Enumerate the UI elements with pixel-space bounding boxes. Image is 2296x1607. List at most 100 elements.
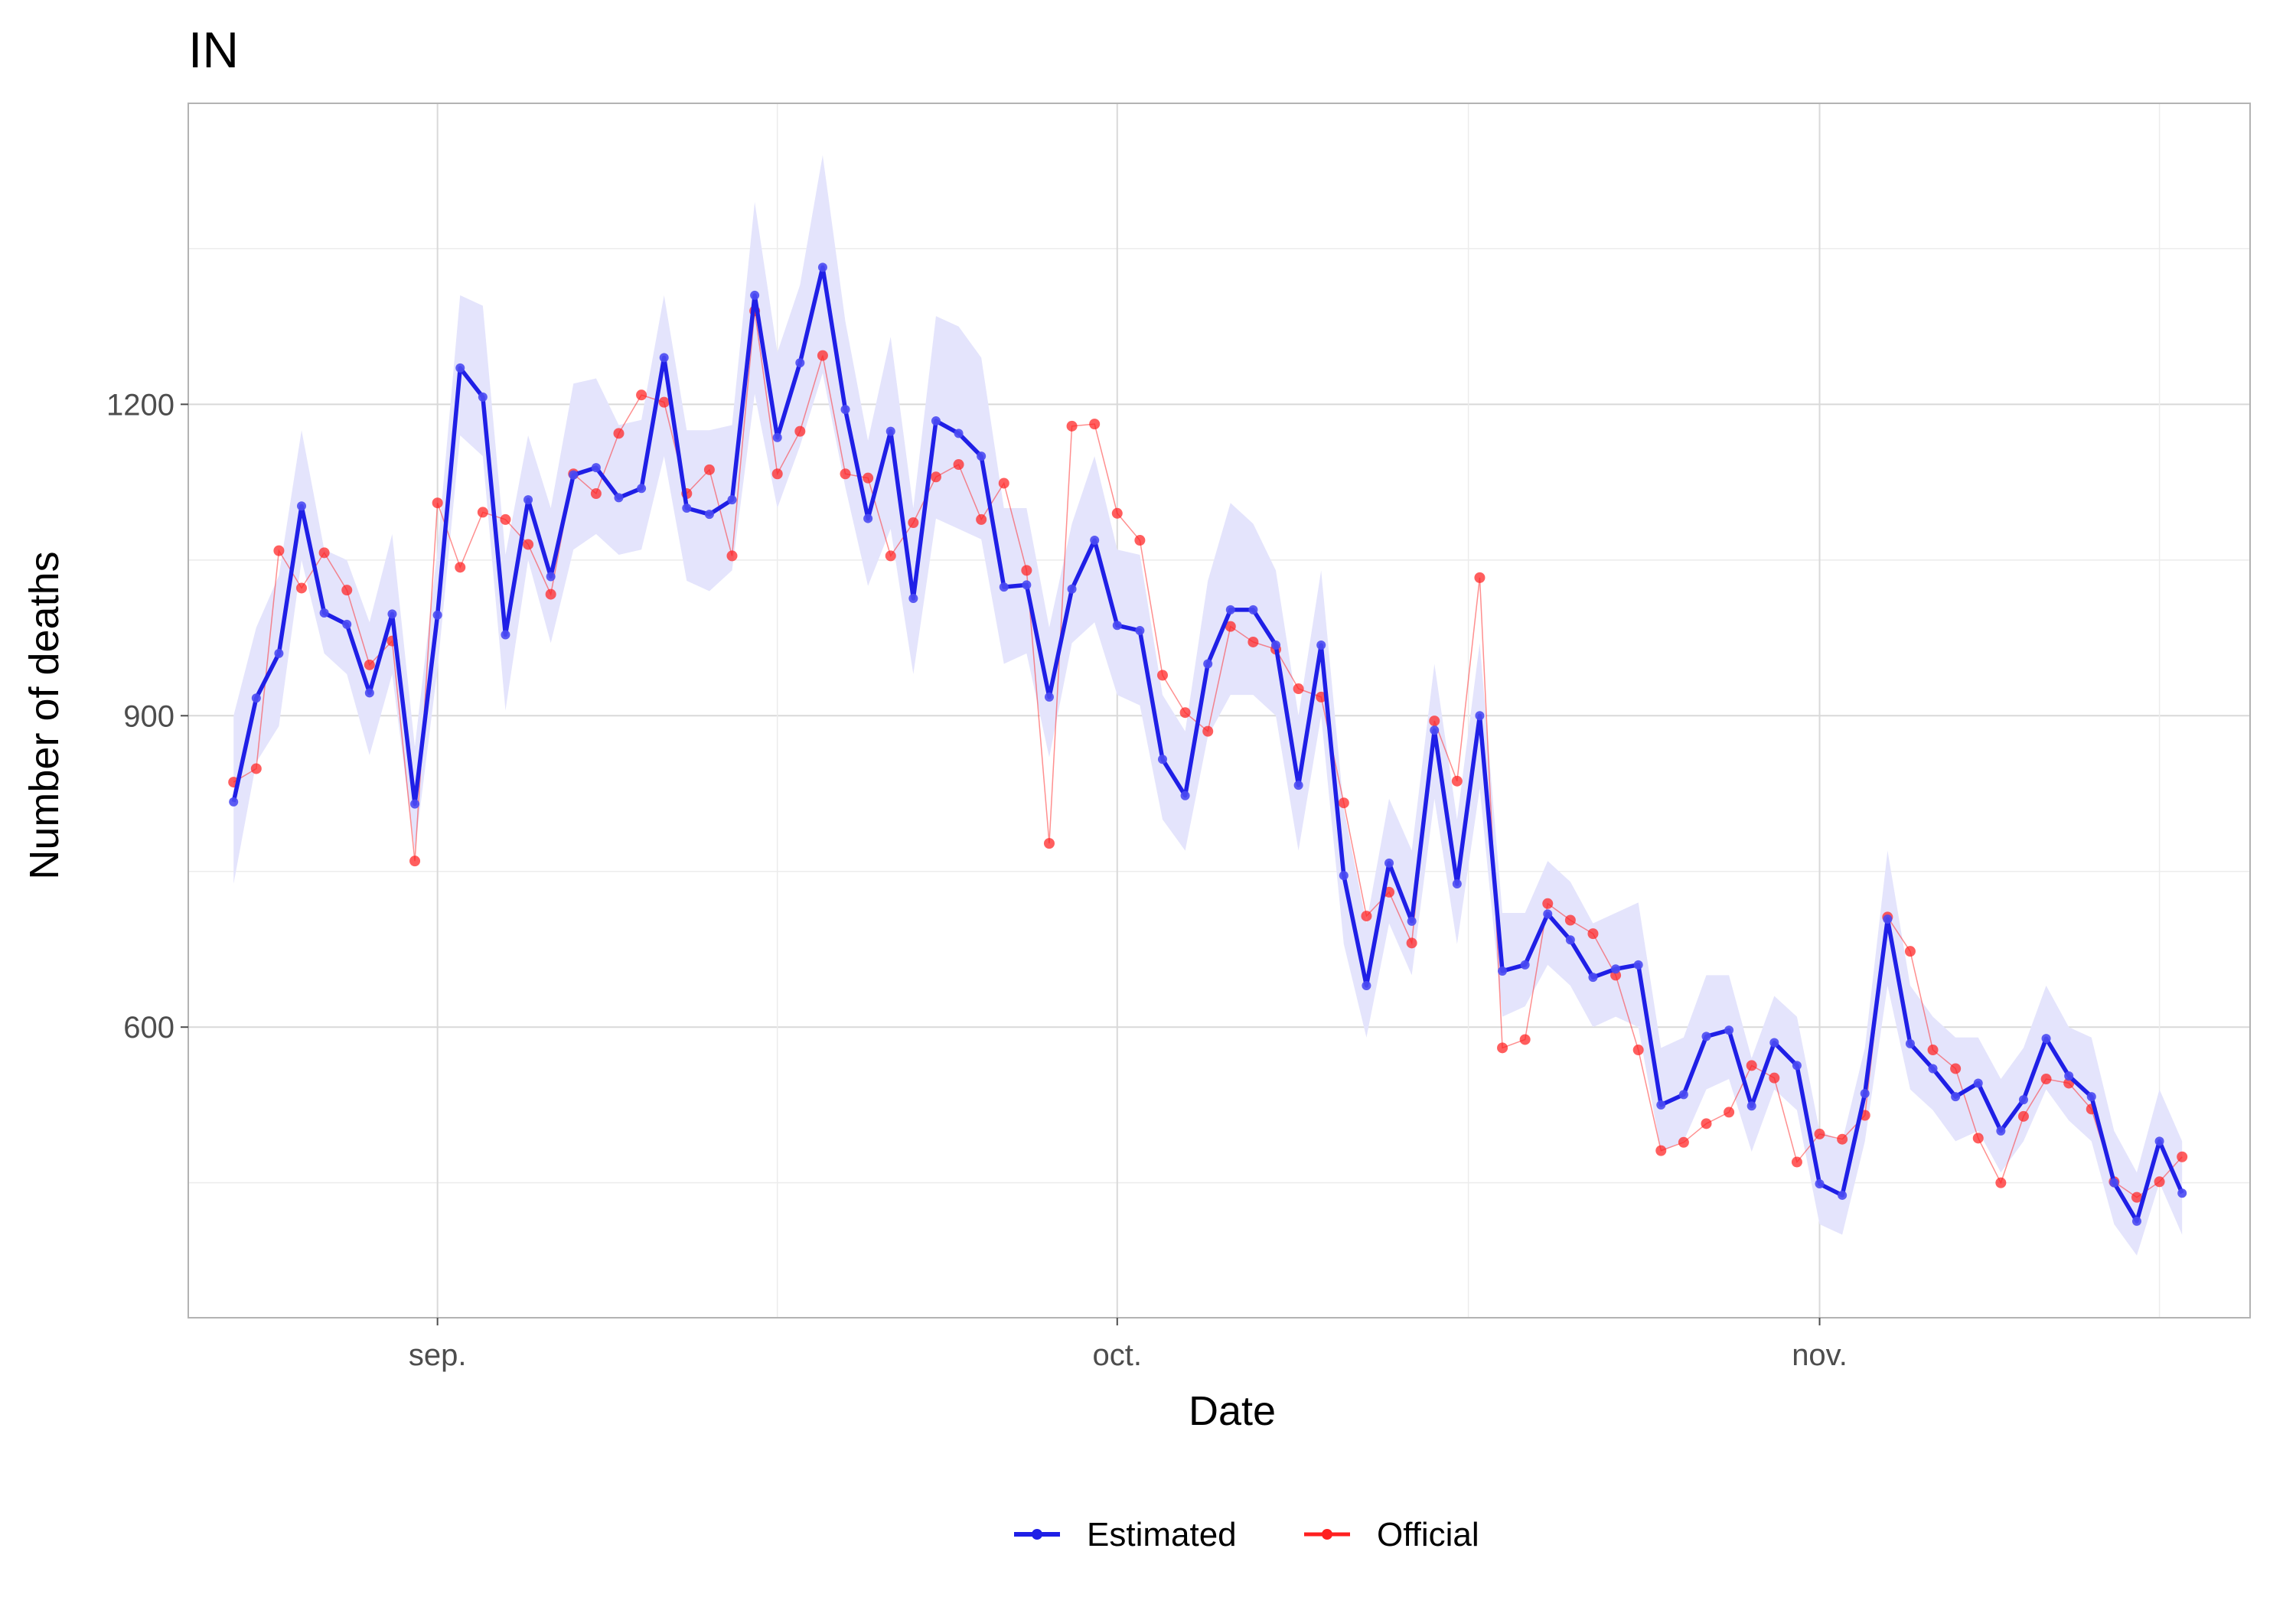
official-point bbox=[1043, 838, 1055, 849]
official-point bbox=[1724, 1107, 1735, 1118]
confidence-band bbox=[233, 155, 2183, 1256]
official-point bbox=[455, 562, 466, 573]
official-point bbox=[1497, 1042, 1508, 1054]
confidence-band-area bbox=[233, 155, 2183, 1256]
estimated-point bbox=[1951, 1092, 1961, 1102]
estimated-point bbox=[1928, 1064, 1938, 1074]
estimated-point bbox=[885, 426, 895, 436]
official-point bbox=[2040, 1074, 2052, 1085]
official-point bbox=[1021, 565, 1032, 576]
official-point bbox=[1632, 1045, 1644, 1056]
estimated-point bbox=[727, 495, 737, 505]
estimated-point bbox=[1633, 960, 1643, 970]
estimated-point bbox=[1362, 980, 1371, 990]
official-point bbox=[2154, 1176, 2165, 1188]
official-point bbox=[636, 390, 647, 401]
estimated-point bbox=[1860, 1089, 1870, 1099]
estimated-point bbox=[1452, 879, 1462, 889]
official-point bbox=[500, 513, 511, 525]
estimated-point bbox=[1293, 781, 1303, 790]
official-point bbox=[1542, 898, 1554, 909]
official-point bbox=[1179, 707, 1191, 719]
official-point bbox=[771, 468, 783, 480]
estimated-point bbox=[1678, 1090, 1688, 1100]
estimated-point bbox=[1611, 964, 1621, 974]
official-point bbox=[545, 588, 556, 600]
estimated-point bbox=[1090, 536, 1100, 546]
official-point bbox=[840, 468, 851, 480]
official-point bbox=[2017, 1110, 2029, 1122]
estimated-point bbox=[977, 451, 987, 461]
official-point bbox=[1293, 683, 1304, 695]
official-point bbox=[1995, 1177, 2007, 1188]
estimated-point bbox=[1316, 641, 1326, 650]
official-point bbox=[432, 497, 443, 509]
estimated-point bbox=[1067, 584, 1077, 594]
x-tick-label: nov. bbox=[1792, 1338, 1848, 1372]
estimated-point bbox=[410, 799, 420, 809]
official-point bbox=[1361, 911, 1372, 922]
estimated-point bbox=[704, 510, 714, 520]
official-point bbox=[726, 550, 738, 562]
legend-key-point bbox=[1322, 1529, 1332, 1540]
official-line bbox=[233, 311, 2183, 1198]
estimated-point bbox=[251, 693, 261, 703]
estimated-point bbox=[1407, 916, 1417, 926]
official-point bbox=[1338, 797, 1349, 809]
official-point bbox=[1156, 670, 1168, 681]
official-point bbox=[1519, 1034, 1531, 1045]
official-point bbox=[794, 425, 806, 437]
official-point bbox=[1950, 1063, 1962, 1074]
estimated-point bbox=[1769, 1038, 1779, 1048]
estimated-point bbox=[591, 463, 601, 473]
official-point bbox=[523, 539, 534, 550]
official-point bbox=[1474, 572, 1486, 583]
estimated-point bbox=[840, 405, 850, 415]
official-point bbox=[1429, 715, 1440, 727]
estimated-point bbox=[1792, 1061, 1802, 1071]
official-point bbox=[976, 513, 987, 525]
official-point bbox=[273, 545, 285, 556]
estimated-point bbox=[478, 392, 488, 402]
official-point bbox=[1927, 1045, 1939, 1056]
estimated-point bbox=[1112, 621, 1122, 631]
estimated-point bbox=[1203, 659, 1213, 669]
estimated-point bbox=[1905, 1038, 1915, 1048]
estimated-point bbox=[1724, 1025, 1734, 1035]
estimated-point bbox=[795, 358, 805, 368]
official-point bbox=[908, 517, 919, 528]
estimated-point bbox=[1520, 960, 1530, 970]
estimated-point bbox=[931, 416, 941, 426]
estimated-point bbox=[750, 290, 760, 300]
official-point bbox=[1972, 1133, 1984, 1144]
y-axis-title: Number of deaths bbox=[21, 551, 67, 879]
estimated-point bbox=[229, 797, 239, 807]
estimated-point bbox=[1565, 935, 1575, 945]
estimated-point bbox=[364, 688, 374, 698]
official-point bbox=[1791, 1156, 1802, 1168]
estimated-point bbox=[2131, 1216, 2141, 1226]
official-point bbox=[364, 659, 375, 670]
estimated-point bbox=[2109, 1178, 2119, 1188]
y-tick-label: 600 bbox=[123, 1011, 174, 1045]
estimated-point bbox=[2064, 1071, 2074, 1081]
panel-border bbox=[188, 103, 2251, 1319]
estimated-point bbox=[2154, 1136, 2164, 1146]
estimated-point bbox=[274, 648, 284, 658]
estimated-point bbox=[1701, 1032, 1711, 1041]
estimated-point bbox=[319, 608, 329, 618]
estimated-point bbox=[1339, 871, 1349, 881]
legend-key-point bbox=[1032, 1529, 1042, 1540]
estimated-point bbox=[863, 513, 873, 523]
x-tick-label: oct. bbox=[1093, 1338, 1142, 1372]
estimated-point bbox=[1883, 914, 1893, 924]
official-point bbox=[250, 763, 262, 774]
estimated-point bbox=[1271, 641, 1281, 650]
x-tick-label: sep. bbox=[409, 1338, 467, 1372]
estimated-point bbox=[569, 470, 579, 480]
official-point bbox=[318, 547, 330, 559]
official-point bbox=[613, 428, 625, 439]
official-point bbox=[1678, 1136, 1689, 1148]
estimated-point bbox=[817, 262, 827, 272]
